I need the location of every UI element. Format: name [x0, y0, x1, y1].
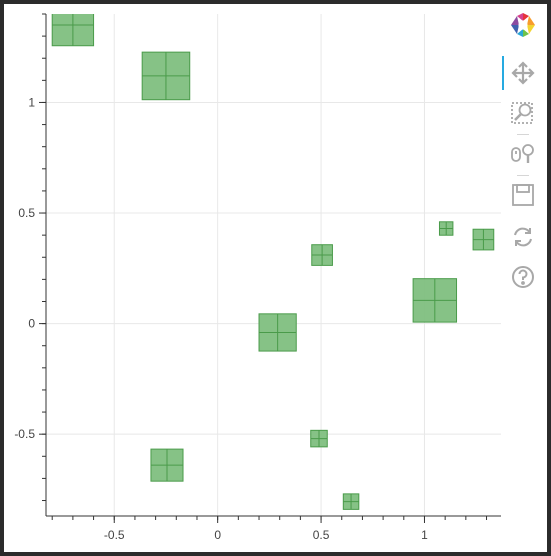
- toolbar-divider: [517, 175, 529, 176]
- square-cross-marker: [342, 493, 360, 510]
- toolbar-divider: [517, 134, 529, 135]
- chart-frame: -0.5 0 0.5 1 -0.5 0 0.5 1: [4, 4, 547, 552]
- scatter-glyphs: [51, 14, 495, 510]
- square-cross-marker: [472, 228, 495, 251]
- square-cross-marker: [412, 278, 458, 323]
- y-tick-label: -0.5: [14, 427, 35, 441]
- wheel-zoom-icon[interactable]: [506, 138, 540, 168]
- square-cross-marker: [438, 221, 454, 236]
- square-cross-marker: [258, 313, 297, 352]
- y-tick-label: 0.5: [18, 206, 35, 220]
- pan-icon[interactable]: [506, 58, 540, 88]
- x-tick-label: 0.5: [313, 528, 330, 542]
- y-tick-label: 0: [28, 317, 35, 331]
- toolbar: [502, 10, 544, 300]
- axes: -0.5 0 0.5 1 -0.5 0 0.5 1: [14, 13, 501, 542]
- square-cross-marker: [141, 51, 191, 101]
- grid-lines: [46, 14, 501, 516]
- square-cross-marker: [311, 244, 333, 266]
- reset-icon[interactable]: [506, 222, 540, 252]
- x-tick-label: 0: [214, 528, 221, 542]
- help-icon[interactable]: [506, 262, 540, 292]
- save-icon[interactable]: [506, 180, 540, 210]
- plot-area[interactable]: -0.5 0 0.5 1 -0.5 0 0.5 1: [4, 4, 547, 552]
- box-zoom-icon[interactable]: [506, 98, 540, 128]
- square-cross-marker: [150, 448, 184, 482]
- square-cross-marker: [310, 429, 328, 448]
- bokeh-logo-icon[interactable]: [506, 10, 540, 40]
- x-tick-label: -0.5: [104, 528, 125, 542]
- active-tool-indicator: [502, 56, 504, 90]
- y-tick-label: 1: [28, 95, 35, 109]
- x-tick-label: 1: [421, 528, 428, 542]
- square-cross-marker: [51, 14, 95, 47]
